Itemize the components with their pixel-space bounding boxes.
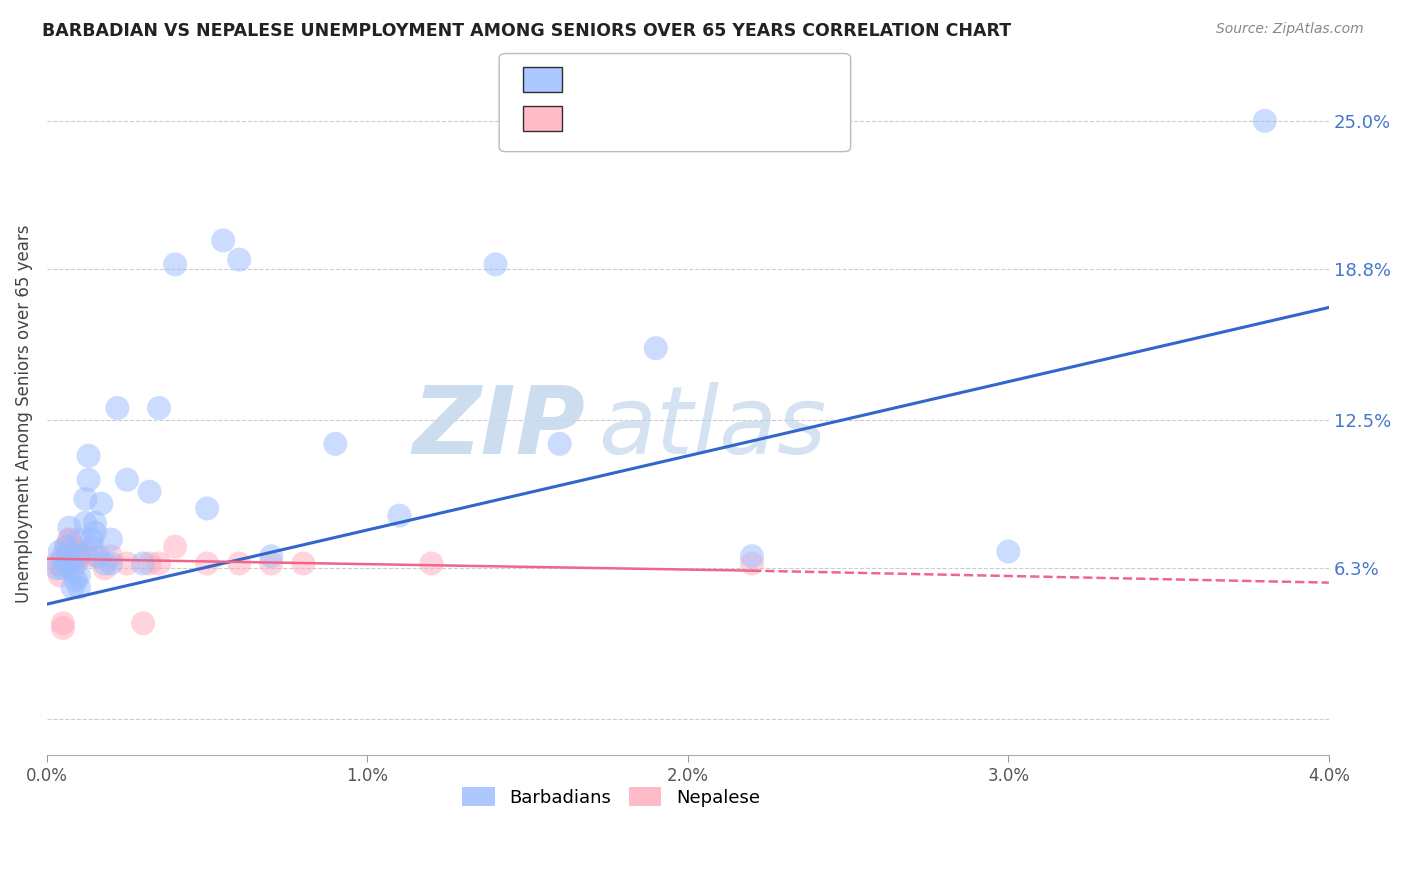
Point: [67, 544, 90, 558]
Point: [228, 557, 250, 571]
Point: [52, 616, 75, 631]
Point: [195, 557, 218, 571]
Legend: Barbadians, Nepalese: Barbadians, Nepalese: [454, 780, 768, 814]
Point: [58, 533, 80, 547]
Point: [67, 549, 90, 564]
Text: Source: ZipAtlas.com: Source: ZipAtlas.com: [1216, 22, 1364, 37]
Point: [100, 557, 122, 571]
Point: [93, 557, 115, 571]
Point: [84, 516, 107, 530]
Point: [52, 549, 75, 564]
Text: ZIP: ZIP: [412, 382, 585, 474]
Point: [80, 533, 103, 547]
Point: [48, 557, 70, 571]
Point: [148, 557, 170, 571]
Point: [997, 544, 1019, 558]
Point: [138, 557, 160, 571]
Text: BARBADIAN VS NEPALESE UNEMPLOYMENT AMONG SENIORS OVER 65 YEARS CORRELATION CHART: BARBADIAN VS NEPALESE UNEMPLOYMENT AMONG…: [42, 22, 1011, 40]
Point: [93, 561, 115, 575]
Point: [75, 549, 97, 564]
Point: [65, 557, 87, 571]
Point: [55, 540, 77, 554]
Point: [58, 557, 80, 571]
Point: [62, 549, 84, 564]
Point: [1254, 113, 1277, 128]
Point: [58, 544, 80, 558]
Point: [105, 401, 128, 415]
Point: [75, 544, 97, 558]
Point: [58, 520, 80, 534]
Point: [165, 257, 187, 271]
Point: [75, 516, 97, 530]
Point: [80, 540, 103, 554]
Point: [75, 491, 97, 506]
Point: [138, 484, 160, 499]
Point: [165, 540, 187, 554]
Point: [48, 568, 70, 582]
Point: [55, 549, 77, 564]
Y-axis label: Unemployment Among Seniors over 65 years: Unemployment Among Seniors over 65 years: [15, 225, 32, 603]
Point: [67, 568, 90, 582]
Text: R = 0.583   N = 48: R = 0.583 N = 48: [571, 70, 755, 88]
Point: [45, 561, 67, 575]
Point: [115, 473, 138, 487]
Point: [132, 557, 155, 571]
Point: [420, 557, 443, 571]
Point: [67, 581, 90, 595]
Point: [55, 540, 77, 554]
Point: [45, 557, 67, 571]
Point: [100, 533, 122, 547]
Point: [100, 549, 122, 564]
Point: [87, 549, 110, 564]
Point: [67, 533, 90, 547]
Point: [84, 525, 107, 540]
Point: [62, 581, 84, 595]
Point: [115, 557, 138, 571]
Point: [65, 549, 87, 564]
Point: [62, 540, 84, 554]
Point: [90, 497, 112, 511]
Point: [77, 449, 100, 463]
Text: R = -0.121   N = 30: R = -0.121 N = 30: [571, 110, 762, 128]
Point: [84, 549, 107, 564]
Point: [62, 564, 84, 578]
Text: atlas: atlas: [598, 382, 827, 473]
Point: [77, 473, 100, 487]
Point: [484, 257, 506, 271]
Point: [132, 616, 155, 631]
Point: [52, 621, 75, 635]
Point: [55, 557, 77, 571]
Point: [52, 561, 75, 575]
Point: [644, 341, 666, 355]
Point: [65, 573, 87, 587]
Point: [741, 557, 763, 571]
Point: [548, 437, 571, 451]
Point: [260, 549, 283, 564]
Point: [741, 549, 763, 564]
Point: [388, 508, 411, 523]
Point: [195, 501, 218, 516]
Point: [292, 557, 315, 571]
Point: [228, 252, 250, 267]
Point: [212, 234, 235, 248]
Point: [260, 557, 283, 571]
Point: [48, 544, 70, 558]
Point: [325, 437, 347, 451]
Point: [148, 401, 170, 415]
Point: [58, 533, 80, 547]
Point: [67, 544, 90, 558]
